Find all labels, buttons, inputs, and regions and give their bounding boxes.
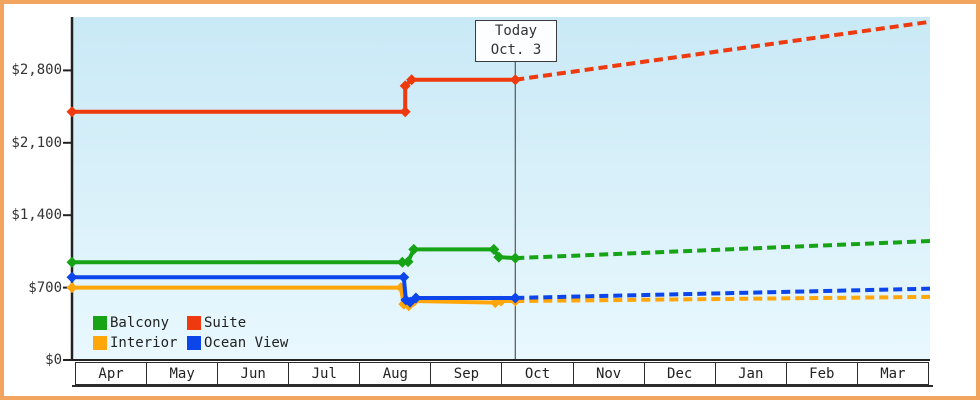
month-cell-apr: Apr: [75, 362, 148, 385]
chart-canvas[interactable]: [4, 4, 976, 396]
suite-swatch-icon: [187, 316, 201, 330]
legend-item-suite[interactable]: Suite: [187, 313, 288, 333]
month-cell-mar: Mar: [856, 362, 929, 385]
y-axis-label: $1,400: [11, 207, 62, 224]
month-cell-sep: Sep: [430, 362, 503, 385]
legend-item-ocean-view[interactable]: Ocean View: [187, 333, 288, 353]
legend-item-balcony[interactable]: Balcony: [93, 313, 187, 333]
ocean-view-swatch-icon: [187, 336, 201, 350]
month-cell-jul: Jul: [288, 362, 361, 385]
month-cell-oct: Oct: [501, 362, 574, 385]
legend-item-interior[interactable]: Interior: [93, 333, 187, 353]
legend-label: Balcony: [110, 315, 170, 331]
y-axis-label: $2,100: [11, 134, 62, 151]
legend-label: Interior: [110, 335, 178, 351]
legend-label: Suite: [204, 315, 247, 331]
month-cell-jan: Jan: [714, 362, 787, 385]
y-axis-label: $2,800: [11, 62, 62, 79]
month-cell-may: May: [146, 362, 219, 385]
today-marker-label: Today Oct. 3: [475, 20, 557, 62]
balcony-swatch-icon: [93, 316, 107, 330]
legend-label: Ocean View: [204, 335, 289, 351]
month-cell-jun: Jun: [217, 362, 290, 385]
month-cell-nov: Nov: [572, 362, 645, 385]
y-axis-label: $0: [45, 352, 62, 368]
x-axis-underline: [72, 385, 933, 387]
today-date: Oct. 3: [490, 42, 542, 58]
today-label: Today: [494, 23, 538, 39]
legend: Balcony Suite Interior Ocean View: [93, 313, 288, 353]
month-cell-aug: Aug: [359, 362, 432, 385]
month-cell-dec: Dec: [643, 362, 716, 385]
y-axis-label: $700: [28, 279, 62, 296]
x-axis-month-row: Apr May Jun Jul Aug Sep Oct Nov Dec Jan …: [75, 362, 929, 385]
month-cell-feb: Feb: [785, 362, 858, 385]
interior-swatch-icon: [93, 336, 107, 350]
